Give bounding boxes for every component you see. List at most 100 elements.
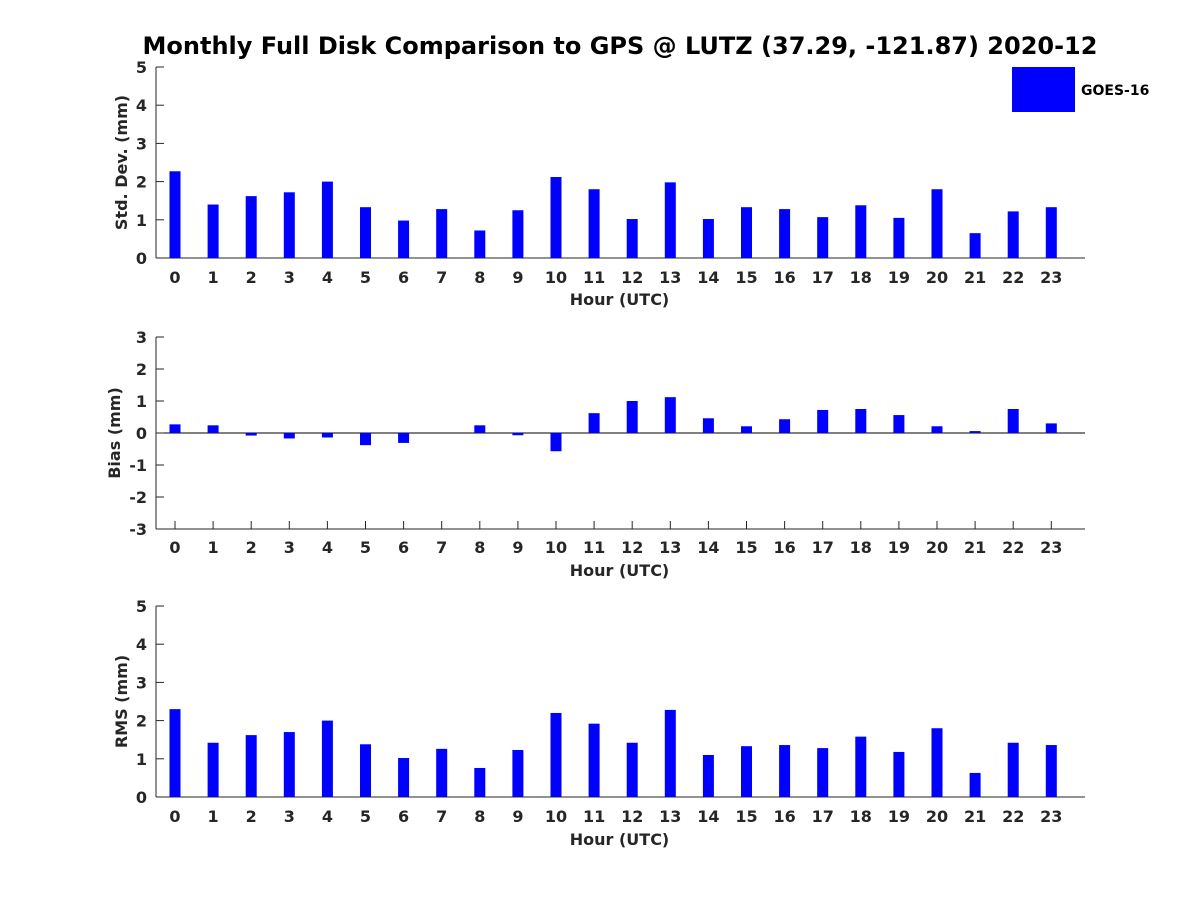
rms-x-tick-label: 1 xyxy=(208,807,219,826)
bias-y-axis-label: Bias (mm) xyxy=(105,387,124,479)
bias-x-tick-label: 5 xyxy=(360,538,371,557)
std-dev-x-tick-label: 11 xyxy=(583,268,605,287)
rms-x-tick-label: 2 xyxy=(246,807,257,826)
rms-x-tick-label: 19 xyxy=(888,807,910,826)
legend: GOES-16 xyxy=(1012,67,1149,112)
bias-bar-14 xyxy=(702,418,714,433)
std-dev-bar-19 xyxy=(893,217,905,258)
bias-bar-5 xyxy=(360,433,371,446)
rms-bar-23 xyxy=(1045,745,1057,797)
rms-bar-13 xyxy=(664,709,676,797)
std-dev-y-tick-label: 2 xyxy=(136,173,147,192)
bias-y-tick-label: 2 xyxy=(136,360,147,379)
bias-bar-8 xyxy=(474,425,486,433)
rms-x-tick-label: 8 xyxy=(474,807,485,826)
std-dev-bar-12 xyxy=(626,219,638,258)
rms-bar-6 xyxy=(398,758,410,797)
legend-swatch xyxy=(1012,67,1075,112)
rms-x-tick-label: 17 xyxy=(812,807,834,826)
bias-x-tick-label: 2 xyxy=(246,538,257,557)
bias-x-tick-label: 1 xyxy=(208,538,219,557)
std-dev-bar-14 xyxy=(702,219,714,258)
rms-y-tick-label: 4 xyxy=(136,635,147,654)
std-dev-bar-10 xyxy=(550,177,562,258)
bias-y-tick-label: 3 xyxy=(136,328,147,347)
rms-x-tick-label: 3 xyxy=(284,807,295,826)
bias-x-tick-label: 6 xyxy=(398,538,409,557)
std-dev-y-axis-label: Std. Dev. (mm) xyxy=(112,95,131,230)
rms-x-tick-label: 4 xyxy=(322,807,333,826)
rms-bar-20 xyxy=(931,728,943,797)
std-dev-x-tick-label: 1 xyxy=(208,268,219,287)
std-dev-bar-15 xyxy=(741,207,752,258)
bias-x-tick-label: 7 xyxy=(436,538,447,557)
rms-x-axis-label: Hour (UTC) xyxy=(570,830,670,849)
std-dev-bar-11 xyxy=(588,189,600,258)
std-dev-bar-3 xyxy=(283,192,295,258)
std-dev-bar-5 xyxy=(360,207,371,258)
rms-bar-16 xyxy=(779,745,791,797)
std-dev-y-tick-label: 4 xyxy=(136,96,147,115)
bias-x-tick-label: 11 xyxy=(583,538,605,557)
std-dev-x-tick-label: 13 xyxy=(659,268,681,287)
rms-x-tick-label: 5 xyxy=(360,807,371,826)
rms-bar-14 xyxy=(702,754,714,797)
bias-x-tick-label: 12 xyxy=(621,538,643,557)
rms-bar-0 xyxy=(169,709,181,797)
std-dev-x-tick-label: 17 xyxy=(812,268,834,287)
rms-bar-1 xyxy=(207,742,219,797)
std-dev-x-tick-label: 10 xyxy=(545,268,567,287)
rms-x-tick-label: 14 xyxy=(697,807,719,826)
rms-x-tick-label: 6 xyxy=(398,807,409,826)
bias-x-tick-label: 18 xyxy=(850,538,872,557)
std-dev-x-tick-label: 14 xyxy=(697,268,719,287)
std-dev-x-tick-label: 12 xyxy=(621,268,643,287)
bias-x-tick-label: 8 xyxy=(474,538,485,557)
std-dev-bar-8 xyxy=(474,230,486,258)
rms-x-tick-label: 11 xyxy=(583,807,605,826)
std-dev-x-tick-label: 3 xyxy=(284,268,295,287)
std-dev-x-tick-label: 0 xyxy=(169,268,180,287)
legend-label: GOES-16 xyxy=(1081,83,1149,99)
std-dev-bar-18 xyxy=(855,205,867,258)
rms-y-tick-label: 5 xyxy=(136,597,147,616)
rms-bar-15 xyxy=(741,746,752,797)
rms-bar-5 xyxy=(360,744,371,797)
bias-x-tick-label: 16 xyxy=(773,538,795,557)
bias-x-tick-label: 10 xyxy=(545,538,567,557)
std-dev-x-tick-label: 6 xyxy=(398,268,409,287)
bias-x-tick-label: 21 xyxy=(964,538,986,557)
std-dev-x-tick-label: 22 xyxy=(1002,268,1024,287)
std-dev-bar-16 xyxy=(779,209,791,258)
bias-x-tick-label: 20 xyxy=(926,538,948,557)
bias-x-tick-label: 15 xyxy=(735,538,757,557)
std-dev-bar-22 xyxy=(1007,211,1019,258)
std-dev-bar-9 xyxy=(512,210,524,258)
rms-y-tick-label: 1 xyxy=(136,750,147,769)
rms-x-tick-label: 9 xyxy=(512,807,523,826)
bias-bar-2 xyxy=(245,433,257,436)
rms-x-tick-label: 20 xyxy=(926,807,948,826)
bias-y-tick-label: 0 xyxy=(136,424,147,443)
std-dev-y-tick-label: 1 xyxy=(136,211,147,230)
std-dev-bar-6 xyxy=(398,220,410,258)
bias-x-tick-label: 9 xyxy=(512,538,523,557)
std-dev-y-tick-label: 0 xyxy=(136,249,147,268)
bias-y-tick-label: -2 xyxy=(129,488,147,507)
std-dev-x-tick-label: 7 xyxy=(436,268,447,287)
std-dev-y-tick-label: 5 xyxy=(136,58,147,77)
bias-bar-23 xyxy=(1045,423,1057,433)
rms-x-tick-label: 12 xyxy=(621,807,643,826)
rms-y-tick-label: 2 xyxy=(136,712,147,731)
std-dev-x-tick-label: 4 xyxy=(322,268,333,287)
rms-bar-2 xyxy=(245,735,257,797)
std-dev-x-tick-label: 21 xyxy=(964,268,986,287)
rms-bar-18 xyxy=(855,736,867,797)
std-dev-x-tick-label: 16 xyxy=(773,268,795,287)
bias-y-tick-label: -3 xyxy=(129,520,147,539)
rms-y-tick-label: 3 xyxy=(136,673,147,692)
std-dev-y-tick-label: 3 xyxy=(136,134,147,153)
